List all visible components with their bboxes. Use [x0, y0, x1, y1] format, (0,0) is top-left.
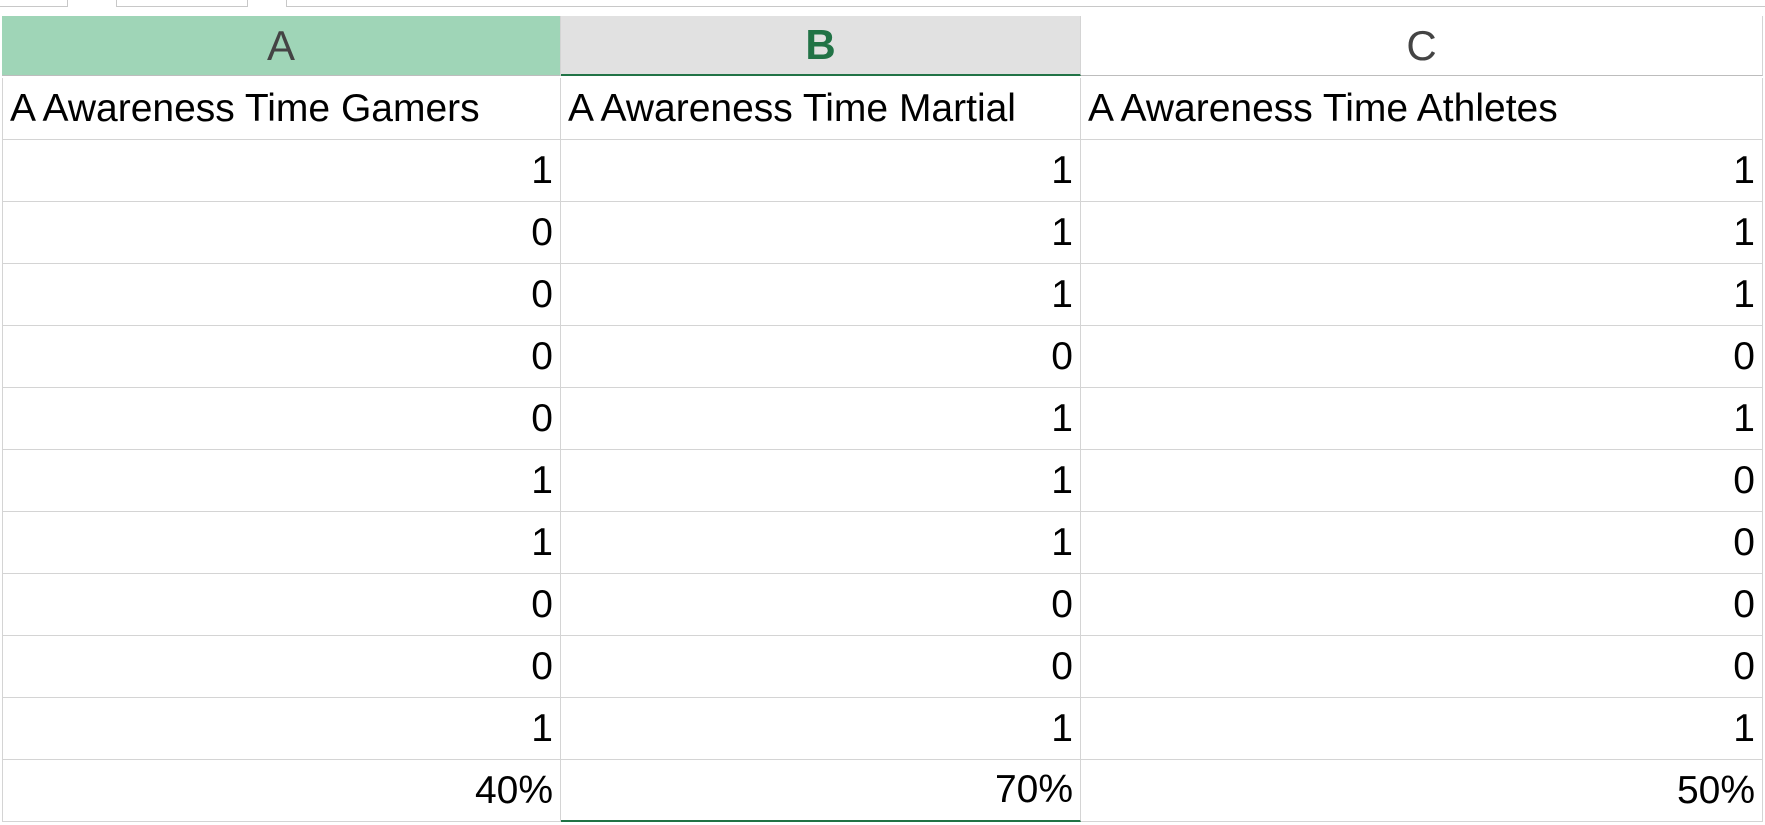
- data-cell[interactable]: 1: [561, 698, 1081, 760]
- formula-bar-edge[interactable]: [286, 0, 1765, 7]
- column-header-c[interactable]: C: [1081, 16, 1763, 76]
- column-header-b[interactable]: B: [561, 16, 1081, 76]
- data-cell[interactable]: 0: [1081, 450, 1763, 512]
- data-cell[interactable]: 0: [2, 574, 561, 636]
- column-header-a[interactable]: A: [2, 16, 561, 76]
- data-cell[interactable]: 1: [561, 140, 1081, 202]
- data-cell[interactable]: 1: [1081, 202, 1763, 264]
- total-cell-a[interactable]: 40%: [2, 760, 561, 822]
- toolbar-edge: [0, 0, 1765, 16]
- data-cell[interactable]: 0: [561, 636, 1081, 698]
- data-cell[interactable]: 1: [2, 512, 561, 574]
- data-cell[interactable]: 1: [1081, 388, 1763, 450]
- data-cell[interactable]: 1: [1081, 698, 1763, 760]
- data-cell[interactable]: 0: [1081, 636, 1763, 698]
- data-cell[interactable]: 0: [2, 264, 561, 326]
- data-cell[interactable]: 1: [561, 512, 1081, 574]
- data-cell[interactable]: 0: [2, 388, 561, 450]
- data-cell[interactable]: 1: [2, 698, 561, 760]
- data-cell[interactable]: 0: [2, 202, 561, 264]
- data-cell[interactable]: 1: [561, 264, 1081, 326]
- data-cell[interactable]: 0: [2, 636, 561, 698]
- data-cell[interactable]: 1: [1081, 264, 1763, 326]
- total-cell-c[interactable]: 50%: [1081, 760, 1763, 822]
- header-cell-a[interactable]: A Awareness Time Gamers: [2, 78, 561, 140]
- data-cell[interactable]: 1: [2, 140, 561, 202]
- data-cell[interactable]: 0: [1081, 326, 1763, 388]
- data-cell[interactable]: 1: [561, 450, 1081, 512]
- data-cell[interactable]: 1: [561, 388, 1081, 450]
- header-cell-b[interactable]: A Awareness Time Martial: [561, 78, 1081, 140]
- sheet-tab-edge[interactable]: [0, 0, 68, 7]
- data-cell[interactable]: 0: [561, 574, 1081, 636]
- data-cell[interactable]: 0: [561, 326, 1081, 388]
- name-box-edge[interactable]: [116, 0, 248, 7]
- data-cell[interactable]: 0: [1081, 574, 1763, 636]
- data-cell[interactable]: 0: [1081, 512, 1763, 574]
- data-cell[interactable]: 1: [1081, 140, 1763, 202]
- data-cell[interactable]: 0: [2, 326, 561, 388]
- data-cell[interactable]: 1: [2, 450, 561, 512]
- total-cell-b[interactable]: 70%: [561, 760, 1081, 822]
- data-cell[interactable]: 1: [561, 202, 1081, 264]
- header-cell-c[interactable]: A Awareness Time Athletes: [1081, 78, 1763, 140]
- worksheet-grid: A B C A Awareness Time Gamers A Awarenes…: [2, 16, 1763, 822]
